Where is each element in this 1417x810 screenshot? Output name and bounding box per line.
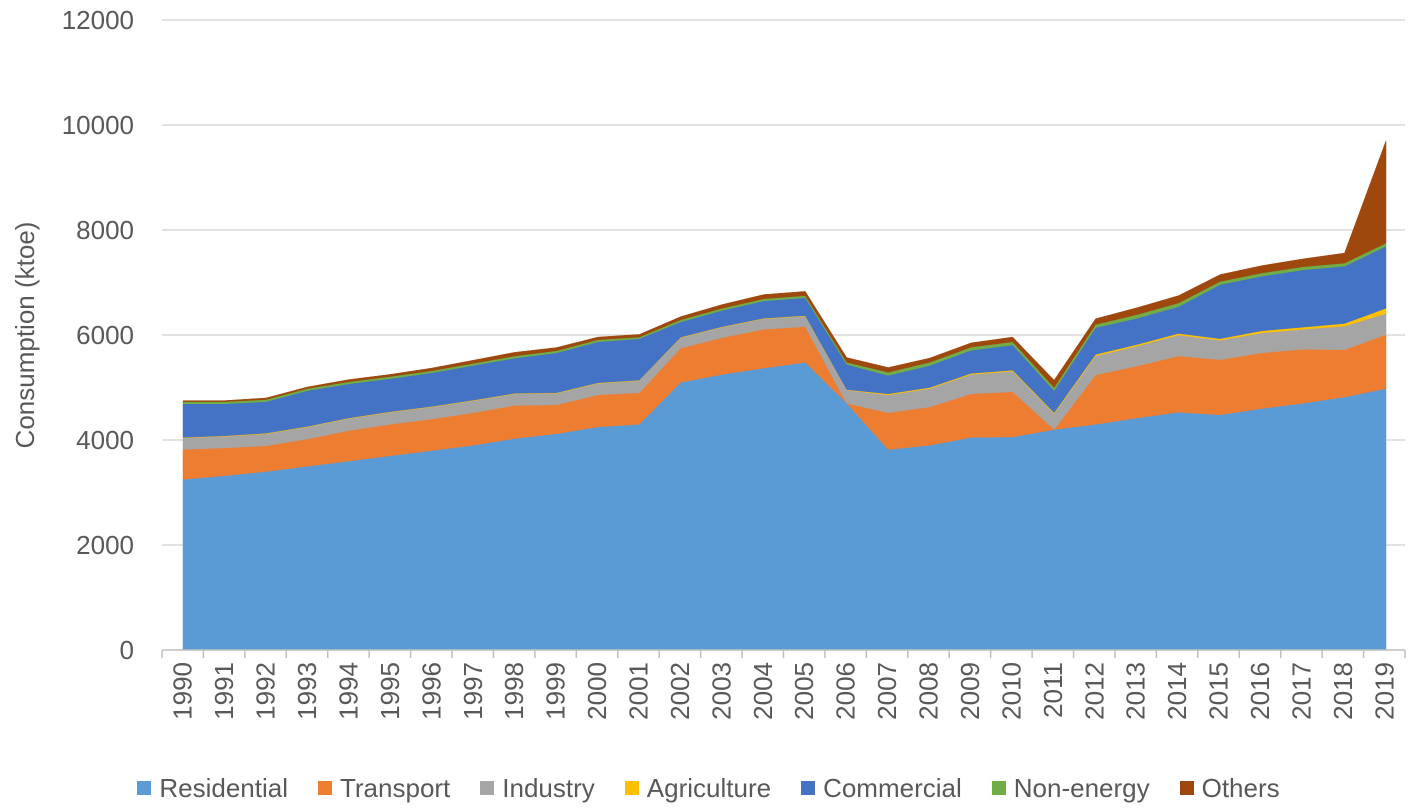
x-tick-label: 1998 xyxy=(499,662,529,720)
legend-label: Industry xyxy=(502,772,595,803)
legend-swatch xyxy=(317,781,332,795)
legend-item: Commercial xyxy=(801,773,962,804)
legend-swatch xyxy=(801,781,816,795)
x-tick-label: 1992 xyxy=(251,662,281,720)
y-tick-label: 0 xyxy=(120,635,134,665)
x-tick-label: 2014 xyxy=(1162,662,1192,720)
y-tick-label: 8000 xyxy=(76,215,134,245)
x-tick-label: 1993 xyxy=(292,662,322,720)
x-tick-label: 1994 xyxy=(333,662,363,720)
y-tick-label: 12000 xyxy=(62,5,134,35)
stacked-areas xyxy=(182,140,1387,651)
y-tick-label: 10000 xyxy=(62,110,134,140)
legend-item: Industry xyxy=(480,773,595,804)
x-tick-label: 1990 xyxy=(168,662,198,720)
legend-swatch xyxy=(1179,781,1194,795)
area-others xyxy=(182,140,1387,402)
y-tick-label: 6000 xyxy=(76,320,134,350)
x-tick-label: 2016 xyxy=(1245,662,1275,720)
legend: Residential Transport Industry Agriculture C… xyxy=(0,768,1417,808)
axes: 0 2000 4000 6000 8000 10000 12000 1990 1991 1992 1… xyxy=(62,5,1406,720)
legend-label: Agriculture xyxy=(646,772,772,803)
y-tick-label: 2000 xyxy=(76,530,134,560)
x-tick-label: 2006 xyxy=(831,662,861,720)
legend-label: Non-energy xyxy=(1013,772,1150,803)
x-tick-label: 1995 xyxy=(375,662,405,720)
y-axis-label: Consumption (ktoe) xyxy=(10,222,40,449)
legend-swatch xyxy=(991,781,1006,795)
x-tick-label: 2018 xyxy=(1328,662,1358,720)
x-tick-label: 2005 xyxy=(789,662,819,720)
x-tick-label: 2007 xyxy=(872,662,902,720)
x-tick-label: 2002 xyxy=(665,662,695,720)
legend-item: Others xyxy=(1179,772,1280,804)
legend-item: Transport xyxy=(317,772,451,804)
legend-swatch xyxy=(480,781,495,795)
x-tick-label: 1999 xyxy=(541,662,571,720)
x-tick-label: 1991 xyxy=(209,662,239,720)
x-tick-label: 2000 xyxy=(582,662,612,720)
legend-item: Agriculture xyxy=(624,772,772,804)
x-tick-label: 2010 xyxy=(996,662,1026,720)
x-tick-label: 2009 xyxy=(955,662,985,720)
x-tick-label: 1997 xyxy=(458,662,488,720)
x-tick-label: 2003 xyxy=(706,662,736,720)
x-tick-label: 2004 xyxy=(748,662,778,720)
legend-item: Residential xyxy=(137,773,288,804)
legend-label: Others xyxy=(1201,772,1280,803)
legend-label: Transport xyxy=(339,772,451,803)
x-tick-label: 2013 xyxy=(1121,662,1151,720)
y-tick-label: 4000 xyxy=(76,425,134,455)
legend-swatch xyxy=(624,781,639,795)
x-tick-label: 2012 xyxy=(1079,662,1109,720)
legend-item: Non-energy xyxy=(991,772,1150,804)
legend-label: Commercial xyxy=(823,772,962,803)
x-tick-label: 2001 xyxy=(623,662,653,720)
x-tick-label: 2019 xyxy=(1369,662,1399,720)
legend-label: Residential xyxy=(159,772,288,803)
x-tick-label: 2015 xyxy=(1204,662,1234,720)
x-tick-label: 2008 xyxy=(914,662,944,720)
x-tick-label: 2011 xyxy=(1038,662,1068,718)
x-tick-label: 1996 xyxy=(416,662,446,720)
x-tick-label: 2017 xyxy=(1286,662,1316,720)
legend-swatch xyxy=(137,781,152,795)
